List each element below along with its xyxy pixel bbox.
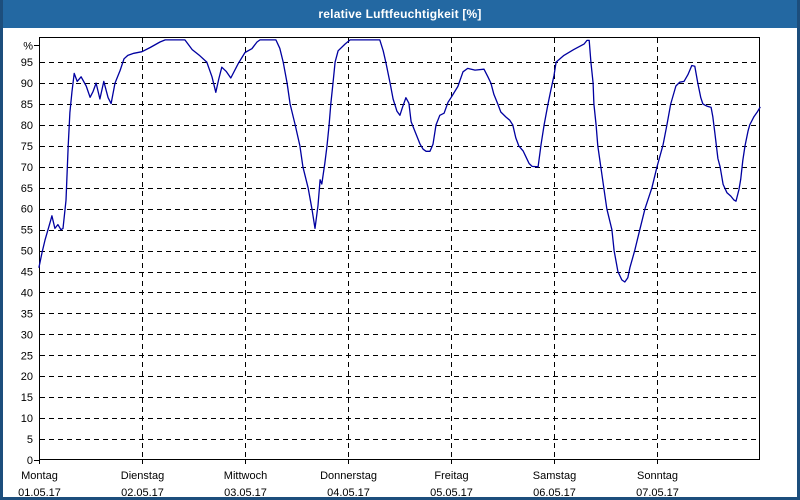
x-day-label: Mittwoch [224, 470, 267, 482]
y-tick-label: 20 [21, 371, 33, 383]
y-tick-label: 65 [21, 183, 33, 195]
y-tick-label: 35 [21, 308, 33, 320]
humidity-line-chart: 0 5 10 15 20 25 30 35 40 45 50 55 60 65 70 75 80 85 90 95% M… [18, 37, 761, 497]
y-axis-unit-label: % [23, 40, 33, 52]
x-date-label: 07.05.17 [636, 487, 679, 497]
x-day-label: Donnerstag [320, 470, 377, 482]
y-tick-label: 75 [21, 141, 33, 153]
y-tick-label: 55 [21, 225, 33, 237]
y-tick-label: 85 [21, 99, 33, 111]
y-tick-label: 95 [21, 57, 33, 69]
x-day-label: Sonntag [637, 470, 678, 482]
y-tick-label: 15 [21, 392, 33, 404]
x-date-label: 05.05.17 [430, 487, 473, 497]
y-tick-label: 25 [21, 350, 33, 362]
x-day-label: Montag [21, 470, 58, 482]
x-date-label: 06.05.17 [533, 487, 576, 497]
x-day-label: Freitag [434, 470, 468, 482]
y-tick-label: 80 [21, 120, 33, 132]
humidity-line [38, 39, 761, 283]
y-tick-label: 5 [27, 434, 33, 446]
y-tick-label: 60 [21, 204, 33, 216]
plot-border [39, 37, 760, 460]
x-day-label: Dienstag [121, 470, 164, 482]
y-tick-label: 0 [27, 455, 33, 467]
y-tick-label: 90 [21, 78, 33, 90]
chart-area: 0 5 10 15 20 25 30 35 40 45 50 55 60 65 70 75 80 85 90 95% M… [3, 28, 797, 497]
window-title: relative Luftfeuchtigkeit [%] [318, 7, 482, 21]
y-tick-label: 40 [21, 287, 33, 299]
x-date-label: 02.05.17 [121, 487, 164, 497]
y-tick-label: 10 [21, 413, 33, 425]
y-tick-label: 30 [21, 329, 33, 341]
window-titlebar: relative Luftfeuchtigkeit [%] [3, 0, 797, 28]
x-date-label: 01.05.17 [18, 487, 61, 497]
x-date-label: 04.05.17 [327, 487, 370, 497]
y-tick-label: 45 [21, 267, 33, 279]
y-tick-label: 70 [21, 162, 33, 174]
x-day-label: Samstag [533, 470, 576, 482]
x-date-label: 03.05.17 [224, 487, 267, 497]
y-tick-label: 50 [21, 246, 33, 258]
